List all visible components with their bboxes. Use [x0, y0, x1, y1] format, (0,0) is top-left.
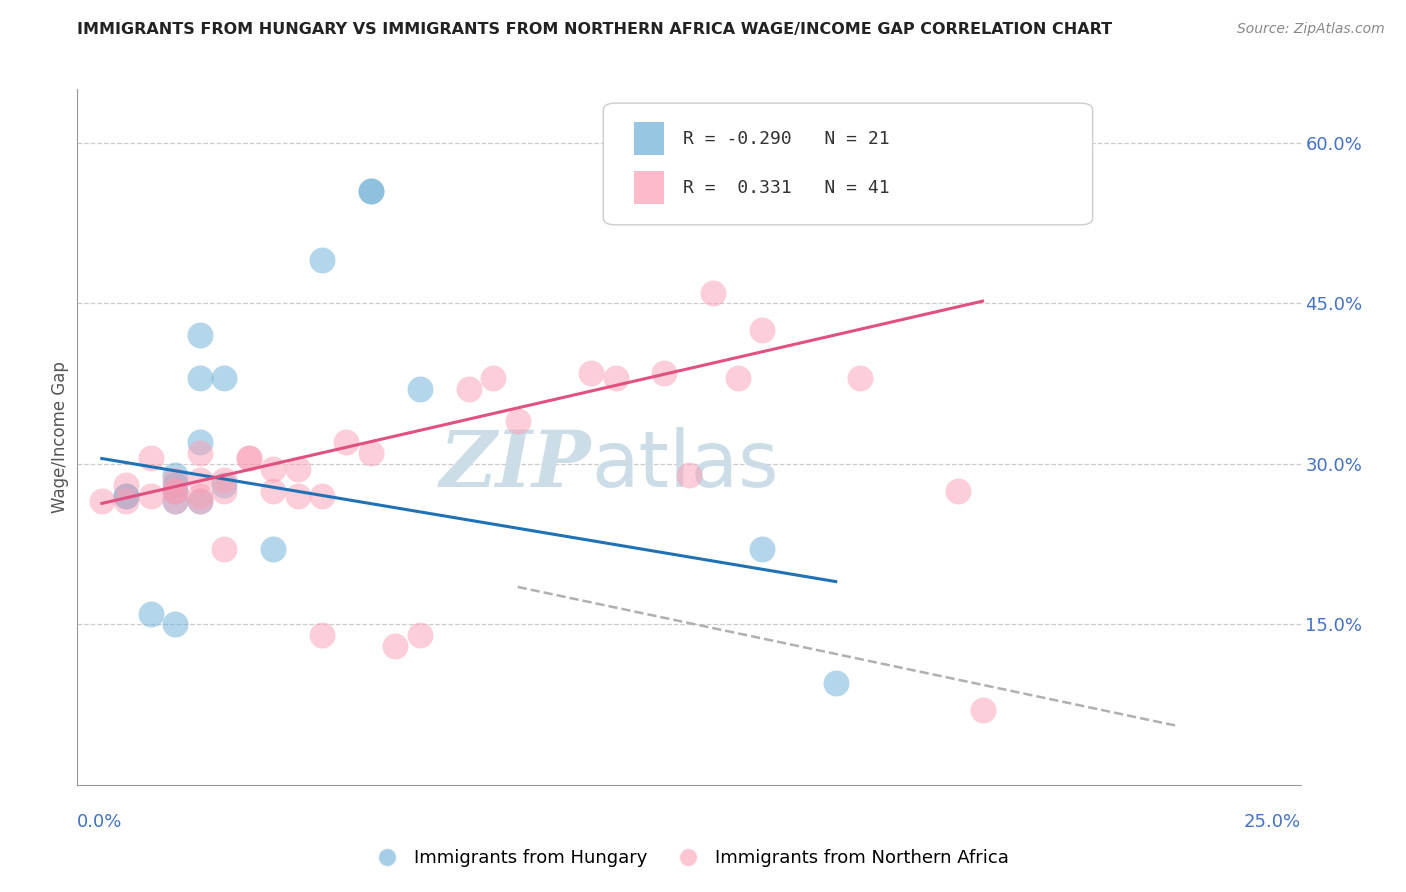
Point — [262, 542, 284, 557]
Text: 0.0%: 0.0% — [77, 813, 122, 830]
Point — [165, 483, 187, 498]
Point — [165, 473, 187, 487]
Point — [360, 184, 382, 198]
Point — [482, 371, 505, 385]
Point — [165, 494, 187, 508]
Point — [262, 462, 284, 476]
Text: IMMIGRANTS FROM HUNGARY VS IMMIGRANTS FROM NORTHERN AFRICA WAGE/INCOME GAP CORRE: IMMIGRANTS FROM HUNGARY VS IMMIGRANTS FR… — [77, 22, 1112, 37]
Legend: Immigrants from Hungary, Immigrants from Northern Africa: Immigrants from Hungary, Immigrants from… — [363, 842, 1015, 874]
Point — [605, 371, 627, 385]
Point — [360, 184, 382, 198]
Point — [188, 446, 211, 460]
Point — [188, 494, 211, 508]
Point — [409, 628, 432, 642]
Point — [238, 451, 260, 466]
Text: R = -0.290   N = 21: R = -0.290 N = 21 — [683, 130, 890, 148]
Point — [188, 435, 211, 450]
Point — [188, 328, 211, 343]
Point — [115, 489, 138, 503]
Point — [212, 478, 235, 492]
Point — [311, 489, 333, 503]
Point — [384, 639, 406, 653]
Text: atlas: atlas — [591, 427, 779, 503]
Point — [702, 285, 724, 300]
Text: 25.0%: 25.0% — [1243, 813, 1301, 830]
Point — [579, 366, 602, 380]
Point — [188, 494, 211, 508]
Point — [188, 473, 211, 487]
Point — [457, 382, 479, 396]
Point — [409, 382, 432, 396]
Point — [212, 371, 235, 385]
Point — [727, 371, 749, 385]
Point — [165, 483, 187, 498]
Point — [139, 451, 162, 466]
Point — [188, 371, 211, 385]
Text: R =  0.331   N = 41: R = 0.331 N = 41 — [683, 179, 890, 197]
Point — [165, 494, 187, 508]
Point — [238, 451, 260, 466]
Point — [212, 542, 235, 557]
Point — [287, 462, 309, 476]
Point — [115, 478, 138, 492]
Point — [165, 478, 187, 492]
Point — [165, 483, 187, 498]
Point — [115, 494, 138, 508]
Point — [360, 446, 382, 460]
Point — [311, 253, 333, 268]
Text: ZIP: ZIP — [440, 426, 591, 503]
Point — [165, 617, 187, 632]
Point — [311, 628, 333, 642]
Point — [90, 494, 112, 508]
Point — [751, 542, 773, 557]
Point — [139, 489, 162, 503]
Point — [335, 435, 357, 450]
Point — [115, 489, 138, 503]
Point — [849, 371, 872, 385]
Point — [824, 676, 846, 690]
FancyBboxPatch shape — [634, 122, 665, 155]
Point — [212, 483, 235, 498]
Point — [188, 489, 211, 503]
Point — [678, 467, 700, 482]
Point — [654, 366, 676, 380]
Point — [506, 414, 529, 428]
Point — [751, 323, 773, 337]
Point — [139, 607, 162, 621]
Point — [212, 473, 235, 487]
Point — [165, 467, 187, 482]
Point — [287, 489, 309, 503]
Point — [946, 483, 969, 498]
Point — [972, 703, 994, 717]
Text: Source: ZipAtlas.com: Source: ZipAtlas.com — [1237, 22, 1385, 37]
Y-axis label: Wage/Income Gap: Wage/Income Gap — [51, 361, 69, 513]
Point — [262, 483, 284, 498]
FancyBboxPatch shape — [603, 103, 1092, 225]
FancyBboxPatch shape — [634, 170, 665, 204]
